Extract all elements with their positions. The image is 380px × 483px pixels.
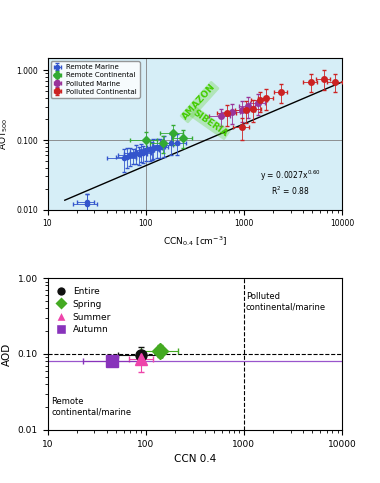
X-axis label: CCN$_{0.4}$ [cm$^{-3}$]: CCN$_{0.4}$ [cm$^{-3}$] bbox=[163, 234, 227, 248]
Text: y = 0.0027x$^{0.60}$
R$^{2}$ = 0.88: y = 0.0027x$^{0.60}$ R$^{2}$ = 0.88 bbox=[260, 169, 321, 198]
Legend: Remote Marine, Remote Continental, Polluted Marine, Polluted Continental: Remote Marine, Remote Continental, Pollu… bbox=[51, 61, 140, 98]
Legend: Entire, Spring, Summer, Autumn: Entire, Spring, Summer, Autumn bbox=[52, 283, 116, 339]
Y-axis label: AOT$_{500}$: AOT$_{500}$ bbox=[0, 118, 11, 150]
Text: SIBERIA: SIBERIA bbox=[191, 108, 229, 139]
Text: Polluted
continental/marine: Polluted continental/marine bbox=[246, 292, 326, 312]
Text: Remote
continental/marine: Remote continental/marine bbox=[52, 397, 132, 416]
Y-axis label: AOD: AOD bbox=[2, 342, 12, 366]
Text: AMAZON: AMAZON bbox=[181, 83, 218, 122]
X-axis label: CCN 0.4: CCN 0.4 bbox=[174, 454, 216, 464]
